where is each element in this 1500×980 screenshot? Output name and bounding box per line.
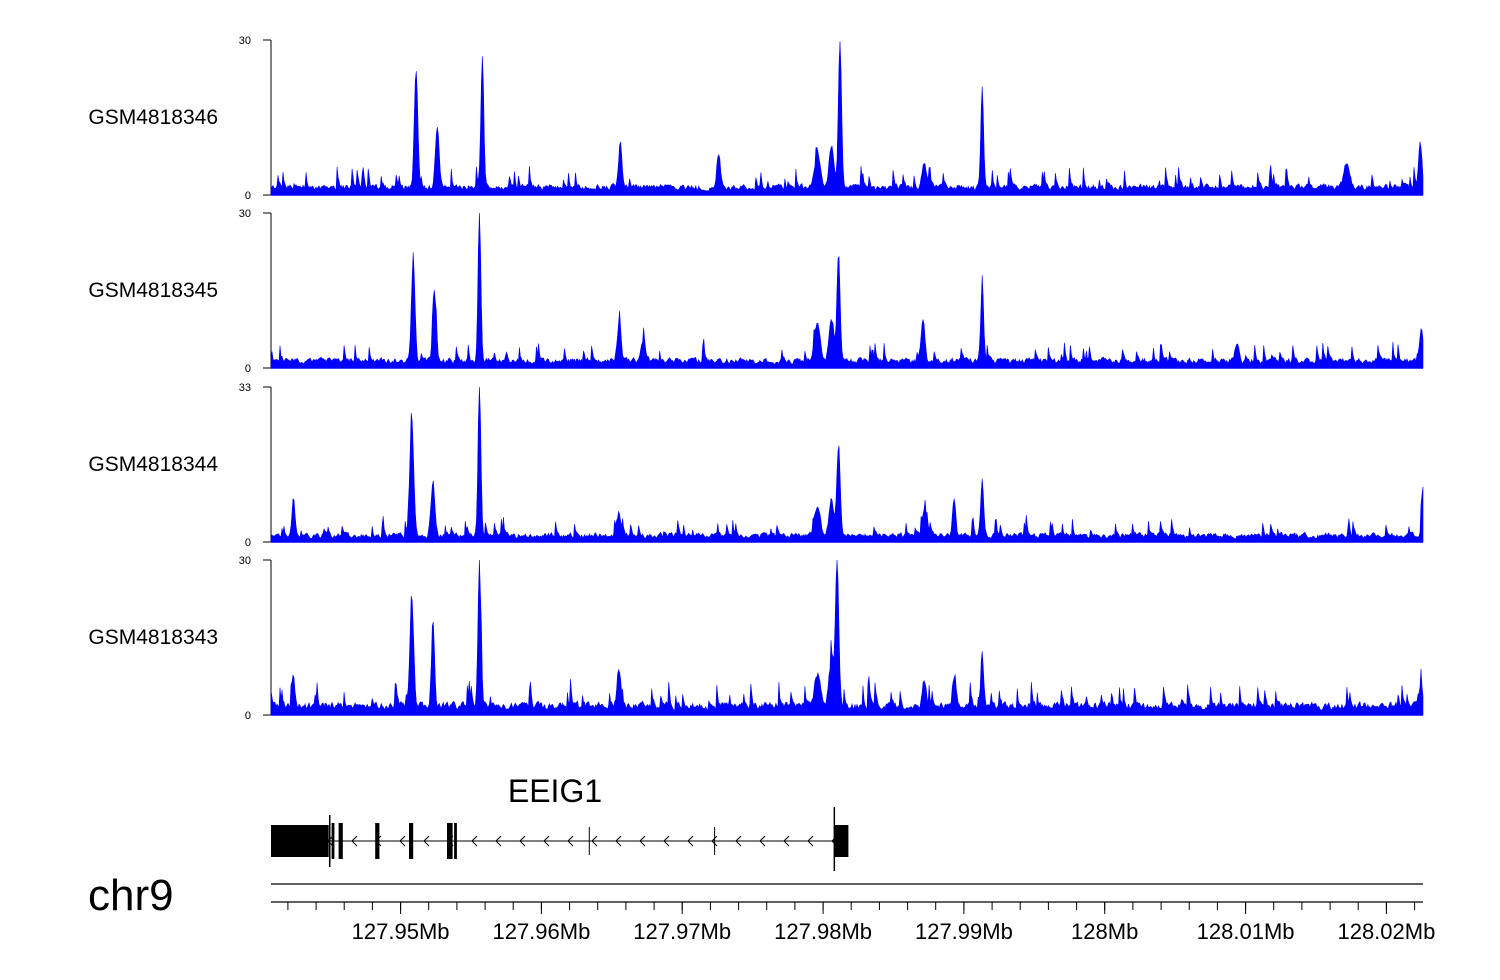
track-label: GSM4818345 bbox=[88, 279, 218, 302]
y-axis-min-label: 0 bbox=[245, 363, 251, 375]
gene-name-label[interactable]: EEIG1 bbox=[508, 773, 602, 809]
axis-tick-label: 127.99Mb bbox=[915, 919, 1013, 944]
gene-exon bbox=[338, 823, 343, 859]
coverage-signal bbox=[270, 559, 1424, 716]
gene-model-eeig1[interactable] bbox=[271, 807, 849, 871]
strand-arrow bbox=[783, 835, 790, 847]
track-label: GSM4818346 bbox=[88, 106, 218, 129]
strand-arrow bbox=[567, 835, 574, 847]
axis-tick-label: 128Mb bbox=[1071, 919, 1138, 944]
track-GSM4818346: GSM4818346 30 0 bbox=[88, 35, 1424, 202]
coverage-signal bbox=[270, 41, 1424, 196]
strand-arrow bbox=[663, 835, 670, 847]
coverage-signal bbox=[270, 386, 1424, 543]
strand-arrow bbox=[591, 835, 598, 847]
track-GSM4818344: GSM4818344 33 0 bbox=[88, 382, 1424, 549]
axis-tick-label: 127.95Mb bbox=[352, 919, 450, 944]
y-axis-min-label: 0 bbox=[245, 537, 251, 549]
gene-exon bbox=[834, 825, 849, 857]
y-axis-max-label: 30 bbox=[239, 555, 251, 567]
axis-tick-label: 128.02Mb bbox=[1337, 919, 1435, 944]
coverage-tracks: GSM4818346300GSM4818345300GSM4818344330G… bbox=[88, 35, 1424, 722]
track-label: GSM4818344 bbox=[88, 453, 218, 476]
chromosome-label: chr9 bbox=[88, 871, 174, 920]
axis-ticks: 127.95Mb 127.96Mb 127.97Mb 127.98Mb 127.99Mb… bbox=[287, 902, 1435, 944]
gene-exon bbox=[409, 823, 414, 859]
gene-exon bbox=[331, 823, 335, 859]
gene-exon bbox=[375, 823, 380, 859]
y-axis-min-label: 0 bbox=[245, 190, 251, 202]
y-axis-max-label: 30 bbox=[239, 208, 251, 220]
strand-arrow bbox=[351, 835, 358, 847]
strand-arrow bbox=[423, 835, 430, 847]
gene-track: EEIG1 bbox=[271, 773, 849, 871]
strand-arrow bbox=[735, 835, 742, 847]
track-label: GSM4818343 bbox=[88, 626, 218, 649]
strand-arrow bbox=[495, 835, 502, 847]
track-GSM4818345: GSM4818345 30 0 bbox=[88, 208, 1424, 375]
y-axis-max-label: 33 bbox=[239, 382, 251, 394]
gene-exon bbox=[454, 823, 457, 859]
axis-tick-label: 127.96Mb bbox=[492, 919, 590, 944]
genomic-coordinate-axis: chr9 127.95Mb 127.96Mb 127.97Mb 127.98Mb 127… bbox=[88, 871, 1435, 944]
strand-arrow bbox=[519, 835, 526, 847]
strand-arrow bbox=[711, 835, 718, 847]
strand-arrow bbox=[759, 835, 766, 847]
axis-tick-label: 127.97Mb bbox=[633, 919, 731, 944]
strand-arrow bbox=[399, 835, 406, 847]
y-axis-min-label: 0 bbox=[245, 710, 251, 722]
strand-arrow bbox=[639, 835, 646, 847]
strand-arrow bbox=[807, 835, 814, 847]
axis-tick-label: 128.01Mb bbox=[1197, 919, 1295, 944]
track-GSM4818343: GSM4818343 30 0 bbox=[88, 555, 1424, 722]
coverage-signal bbox=[270, 212, 1424, 369]
strand-arrow bbox=[543, 835, 550, 847]
strand-arrow bbox=[687, 835, 694, 847]
y-axis-max-label: 30 bbox=[239, 35, 251, 47]
axis-tick-label: 127.98Mb bbox=[774, 919, 872, 944]
strand-arrow bbox=[471, 835, 478, 847]
gene-exon bbox=[447, 823, 453, 859]
strand-arrow bbox=[615, 835, 622, 847]
gene-exon bbox=[271, 825, 329, 857]
